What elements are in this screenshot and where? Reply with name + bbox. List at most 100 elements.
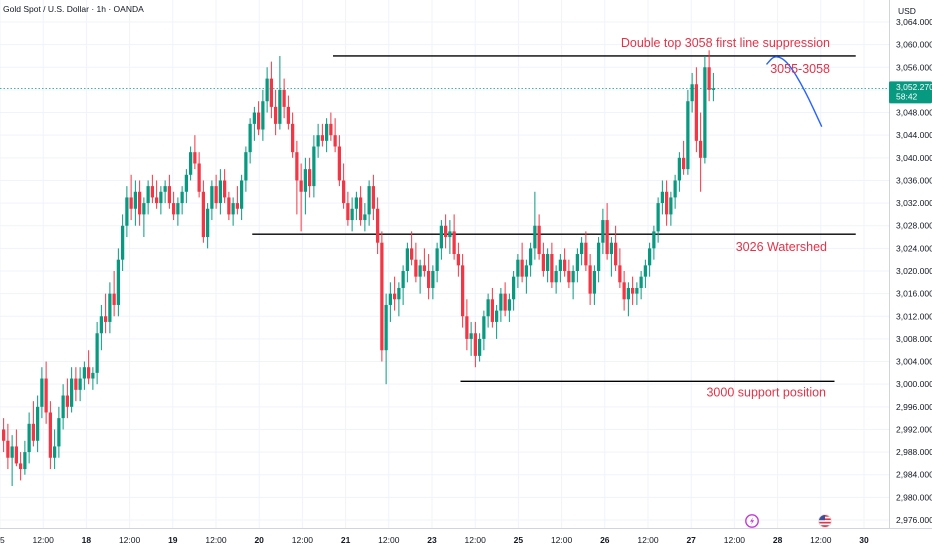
candle[interactable] [116,248,120,317]
candle[interactable] [499,287,503,322]
candle[interactable] [490,287,494,328]
event-markers[interactable] [745,514,832,528]
candle[interactable] [210,180,214,221]
candle[interactable] [87,350,91,385]
candle[interactable] [648,242,652,277]
candle[interactable] [414,242,418,283]
candle[interactable] [244,146,248,192]
candle[interactable] [333,118,337,153]
candle[interactable] [53,429,57,470]
candle[interactable] [465,299,469,351]
candle[interactable] [533,191,537,260]
candle[interactable] [677,152,681,192]
candle[interactable] [291,112,295,158]
candle[interactable] [524,259,528,294]
candle[interactable] [269,61,273,119]
candle[interactable] [44,361,48,424]
candle[interactable] [172,191,176,221]
candle[interactable] [380,231,384,362]
candle[interactable] [27,412,31,464]
candle[interactable] [588,254,592,305]
candle[interactable] [563,248,567,277]
candle[interactable] [592,265,596,305]
candle[interactable] [631,276,635,305]
candle[interactable] [95,321,99,385]
candle[interactable] [325,118,329,153]
candle[interactable] [65,378,69,419]
candle[interactable] [363,203,367,232]
candle[interactable] [223,169,227,204]
candle[interactable] [6,423,10,470]
candle[interactable] [193,135,197,170]
candle[interactable] [626,282,630,317]
candle[interactable] [240,174,244,221]
candle[interactable] [82,361,86,390]
candle[interactable] [167,174,171,209]
candle[interactable] [584,231,588,271]
candle[interactable] [155,180,159,209]
candle[interactable] [329,112,333,141]
candle[interactable] [308,157,312,198]
candle[interactable] [690,72,694,113]
candles[interactable] [2,50,715,487]
candle[interactable] [635,282,639,305]
candle[interactable] [133,180,137,226]
candle[interactable] [439,220,443,260]
candle[interactable] [78,367,82,402]
candle[interactable] [461,254,465,328]
candle[interactable] [376,197,380,255]
candle[interactable] [316,123,320,158]
candle[interactable] [507,293,511,322]
candle[interactable] [529,242,533,277]
candle[interactable] [558,254,562,283]
candle[interactable] [23,440,27,475]
candle[interactable] [31,401,35,447]
candle[interactable] [622,271,626,311]
candle[interactable] [359,186,363,226]
candle[interactable] [99,304,103,351]
candle[interactable] [248,118,252,164]
candle[interactable] [14,429,18,467]
candle[interactable] [19,452,23,481]
candle[interactable] [74,367,78,402]
candle[interactable] [656,197,660,243]
price-axis[interactable]: USD 3,064.0003,060.0003,056.0003,052.000… [889,0,932,528]
candle[interactable] [537,214,541,260]
candle[interactable] [235,186,239,215]
candle[interactable] [184,169,188,204]
candle[interactable] [571,265,575,300]
candle[interactable] [486,293,490,328]
candle[interactable] [669,191,673,226]
candle[interactable] [261,89,265,141]
candle[interactable] [605,203,609,260]
candle[interactable] [197,152,201,198]
candle[interactable] [639,271,643,300]
candle[interactable] [295,140,299,215]
candle[interactable] [337,135,341,187]
candle[interactable] [448,220,452,255]
candle[interactable] [444,214,448,249]
lightning-icon[interactable] [745,514,759,528]
candle[interactable] [469,321,473,356]
candle[interactable] [456,242,460,277]
candle[interactable] [112,271,116,317]
candle[interactable] [346,191,350,226]
candle[interactable] [218,169,222,215]
candle[interactable] [252,106,256,141]
candle[interactable] [142,197,146,238]
candle[interactable] [512,271,516,311]
candle[interactable] [546,248,550,283]
candle[interactable] [138,180,142,226]
time-axis[interactable]: 5 12:00 18 12:00 19 12:00 20 12:00 21 12:00 23 12:0… [0,528,932,546]
candle[interactable] [495,304,499,339]
candle[interactable] [660,180,664,215]
candle[interactable] [180,186,184,215]
candle[interactable] [350,197,354,232]
candle[interactable] [278,55,282,130]
candle[interactable] [550,242,554,288]
candle[interactable] [159,186,163,215]
candle[interactable] [652,225,656,260]
candle[interactable] [682,140,686,175]
candle[interactable] [401,265,405,305]
candle[interactable] [57,406,61,458]
